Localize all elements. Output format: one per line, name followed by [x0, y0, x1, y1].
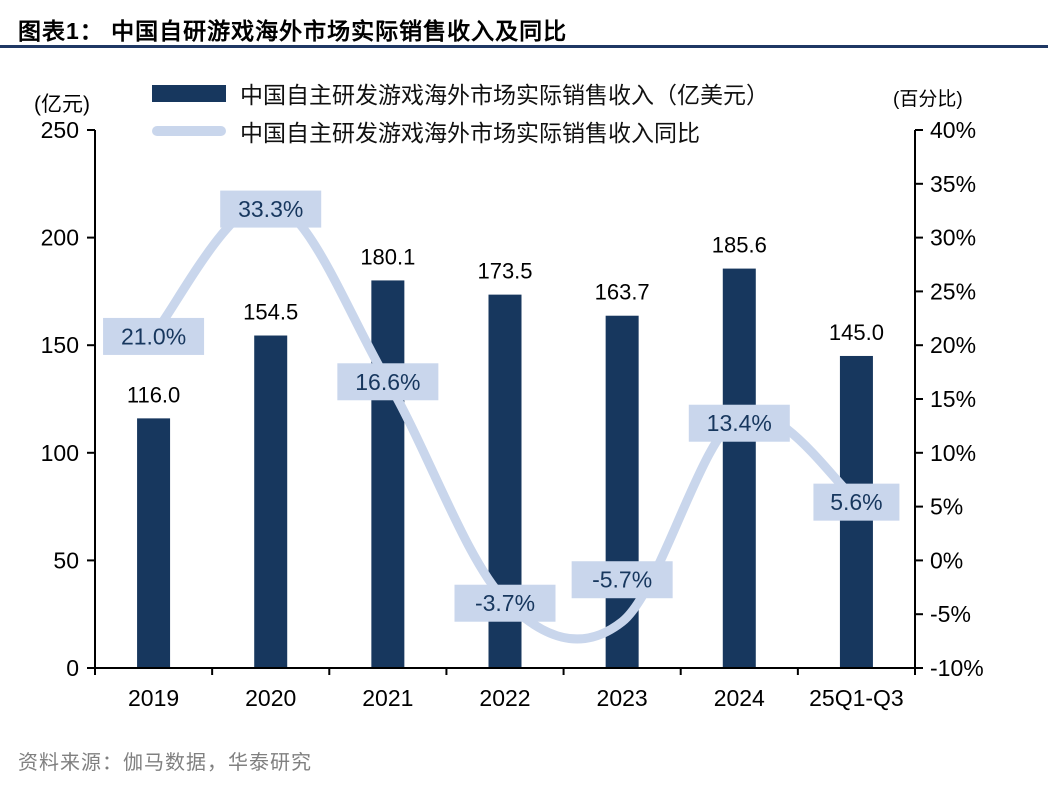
bar-2019 [137, 418, 171, 668]
bar-2021 [371, 280, 405, 668]
legend-line-label: 中国自主研发游戏海外市场实际销售收入同比 [240, 120, 700, 146]
line-point-label-box [454, 584, 556, 622]
x-axis-category-label: 2019 [128, 685, 179, 711]
right-axis-tick-label: 0% [930, 547, 963, 573]
legend-item-line: 中国自主研发游戏海外市场实际销售收入同比 [152, 112, 769, 150]
line-point-label-box [103, 317, 205, 355]
source-note: 资料来源：伽马数据，华泰研究 [18, 752, 312, 774]
legend-bar-label: 中国自主研发游戏海外市场实际销售收入（亿美元） [240, 82, 769, 108]
x-axis-category-label: 2021 [362, 685, 413, 711]
line-point-label-box [688, 404, 790, 442]
line-point-label-box [337, 363, 439, 401]
title-divider [0, 45, 1048, 48]
right-axis-tick-label: -10% [930, 655, 984, 681]
line-point-label: 13.4% [707, 410, 772, 436]
bar-value-label: 116.0 [127, 382, 180, 407]
x-axis-category-label: 2024 [714, 685, 765, 711]
left-axis-unit-label: (亿元) [34, 93, 90, 116]
chart-title: 图表1： 中国自研游戏海外市场实际销售收入及同比 [18, 18, 568, 44]
x-axis-category-label: 25Q1-Q3 [809, 685, 904, 711]
left-axis-tick-label: 0 [66, 655, 79, 681]
right-axis-tick-label: 40% [930, 117, 976, 143]
right-axis-tick-label: 20% [930, 332, 976, 358]
line-point-label: 21.0% [121, 323, 186, 349]
bar-value-label: 154.5 [243, 300, 298, 325]
right-axis-tick-label: 25% [930, 278, 976, 304]
right-axis-tick-label: 15% [930, 386, 976, 412]
bar-value-label: 180.1 [360, 244, 415, 269]
bar-2020 [254, 335, 288, 668]
bar-value-label: 163.7 [595, 280, 650, 305]
right-axis-unit-label: (百分比) [893, 89, 963, 110]
line-point-label: 5.6% [830, 489, 882, 515]
right-axis-tick-label: 30% [930, 225, 976, 251]
right-axis-tick-label: 5% [930, 494, 963, 520]
left-axis-tick-label: 150 [41, 332, 79, 358]
line-point-label: 16.6% [355, 369, 420, 395]
left-axis-tick-label: 250 [41, 117, 79, 143]
x-axis-category-label: 2022 [479, 685, 530, 711]
bar-value-label: 173.5 [477, 259, 532, 284]
line-point-label-box [571, 561, 673, 599]
bar-value-label: 185.6 [712, 233, 767, 258]
bar-value-label: 145.0 [829, 320, 884, 345]
legend-item-bar: 中国自主研发游戏海外市场实际销售收入（亿美元） [152, 74, 769, 112]
line-point-label: -5.7% [592, 567, 652, 593]
right-axis-tick-label: -5% [930, 601, 971, 627]
line-point-label-box [813, 483, 900, 521]
line-point-label-box [220, 190, 322, 228]
legend-bar-swatch-icon [152, 84, 226, 102]
x-axis-category-label: 2020 [245, 685, 296, 711]
x-axis-category-label: 2023 [597, 685, 648, 711]
left-axis-tick-label: 50 [53, 547, 79, 573]
right-axis-tick-label: 10% [930, 440, 976, 466]
line-point-label: -3.7% [475, 590, 535, 616]
line-point-label: 33.3% [238, 196, 303, 222]
bar-2024 [722, 268, 756, 668]
left-axis-tick-label: 200 [41, 225, 79, 251]
right-axis-tick-label: 35% [930, 171, 976, 197]
legend-line-swatch-icon [152, 126, 226, 136]
left-axis-tick-label: 100 [41, 440, 79, 466]
legend: 中国自主研发游戏海外市场实际销售收入（亿美元） 中国自主研发游戏海外市场实际销售… [152, 74, 769, 150]
